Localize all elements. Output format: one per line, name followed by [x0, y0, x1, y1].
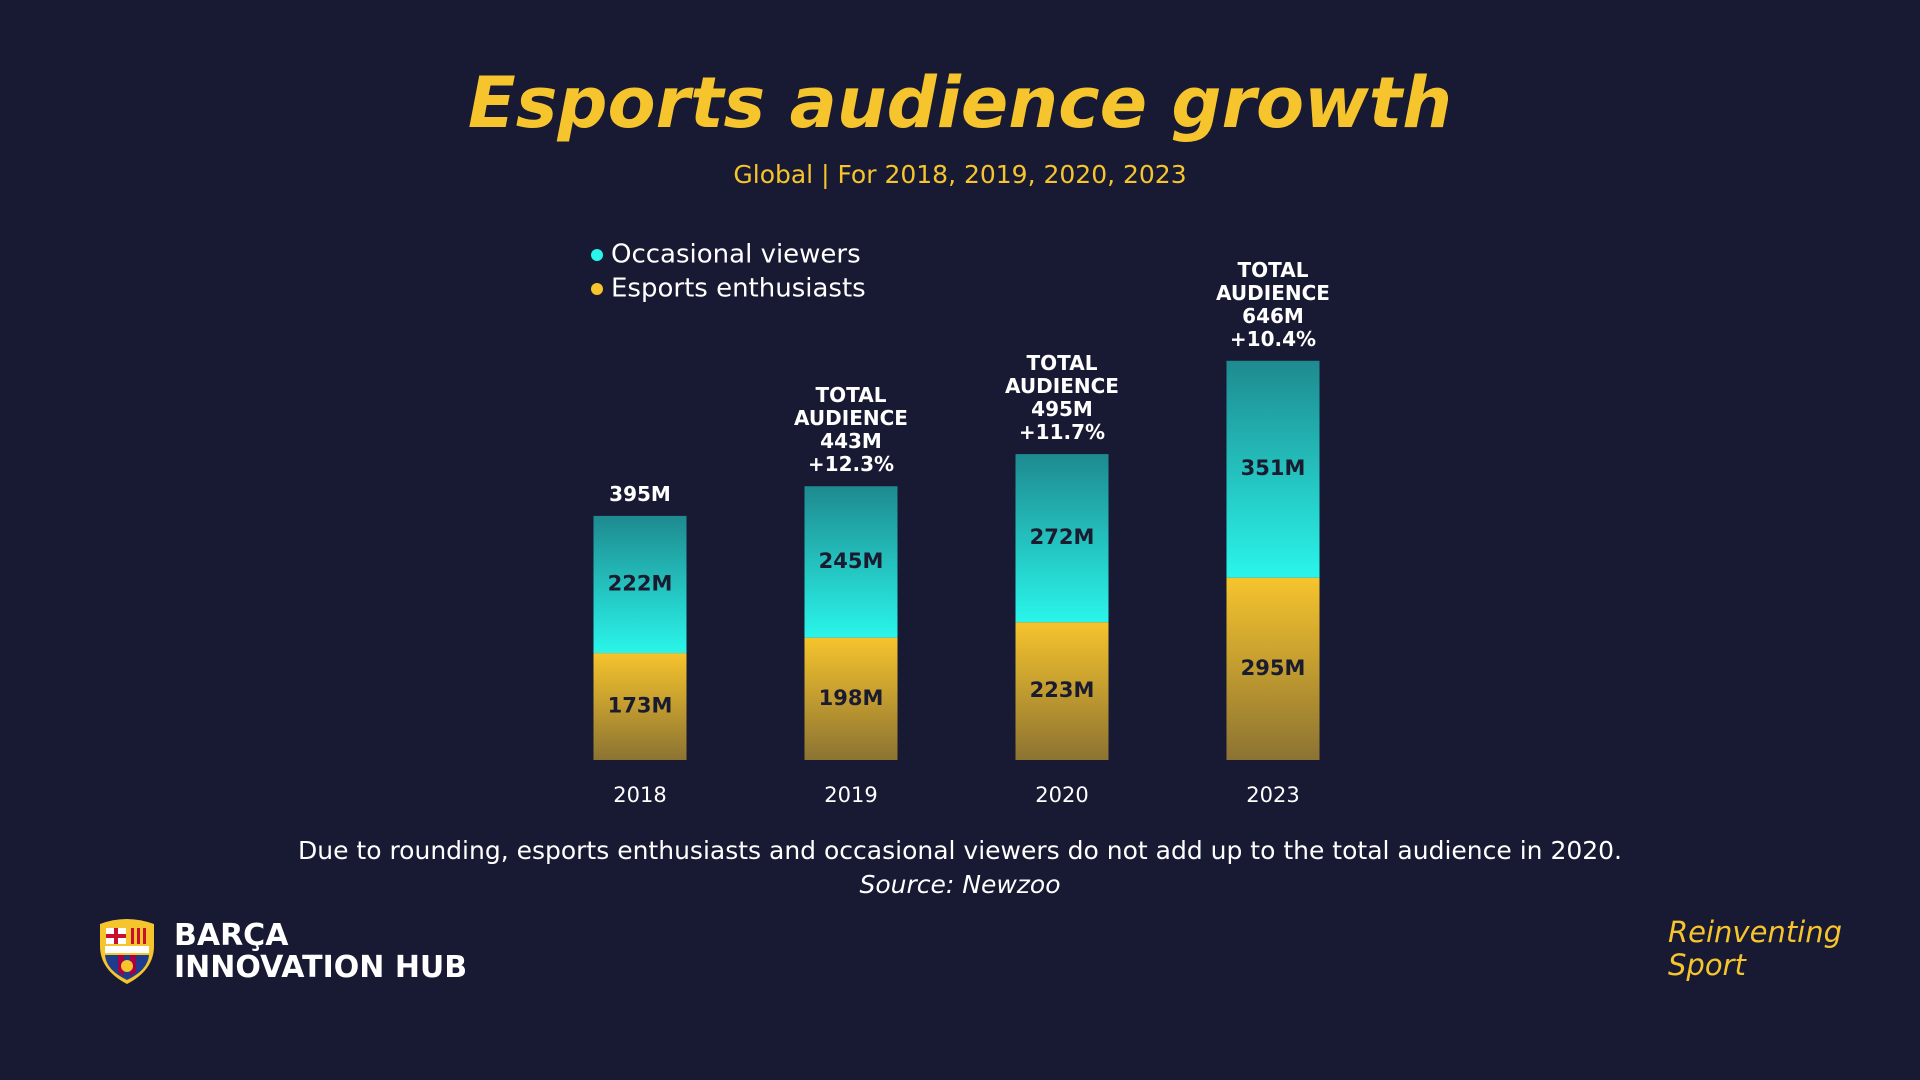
- value-label: 351M: [1241, 456, 1306, 480]
- total-value: 495M: [1031, 397, 1093, 422]
- source: Source: Newzoo: [859, 870, 1061, 899]
- legend-dot: [591, 283, 603, 295]
- total-value: 395M: [609, 481, 671, 506]
- value-label: 272M: [1030, 525, 1095, 549]
- growth-label: +12.3%: [807, 452, 895, 477]
- tagline-line: Reinventing: [1668, 915, 1843, 949]
- brand-line: INNOVATION HUB: [174, 950, 468, 985]
- growth-label: +10.4%: [1229, 326, 1317, 351]
- tagline-line: Sport: [1668, 948, 1746, 982]
- total-label: TOTAL AUDIENCE: [1216, 257, 1330, 305]
- legend-label: Esports enthusiasts: [611, 274, 866, 304]
- total-value: 646M: [1242, 303, 1304, 328]
- total-annotation: TOTAL AUDIENCE 646M +10.4%: [1203, 257, 1343, 351]
- value-label: 223M: [1030, 678, 1095, 702]
- total-value: 443M: [820, 429, 882, 454]
- value-label: 295M: [1241, 656, 1306, 680]
- bar-segment: [593, 653, 687, 760]
- x-tick-label: 2019: [824, 783, 877, 807]
- bar-segment: [1015, 454, 1109, 623]
- bar-segment: [804, 637, 898, 760]
- x-tick-label: 2023: [1246, 783, 1299, 807]
- crest: [100, 919, 154, 984]
- total-label: TOTAL AUDIENCE: [1005, 351, 1119, 399]
- bar-segment: [804, 486, 898, 638]
- value-label: 245M: [819, 549, 884, 573]
- legend-dot: [591, 249, 603, 261]
- value-label: 198M: [819, 686, 884, 710]
- note: Due to rounding, esports enthusiasts and…: [297, 836, 1623, 865]
- bar-segment: [1226, 360, 1320, 578]
- legend-label: Occasional viewers: [611, 240, 861, 270]
- brand-line: BARÇA: [174, 918, 289, 953]
- total-annotation: TOTAL AUDIENCE 495M +11.7%: [992, 352, 1132, 444]
- brand: BARÇA INNOVATION HUB: [174, 920, 467, 984]
- total-annotation: 395M: [570, 481, 710, 506]
- total-label: TOTAL AUDIENCE: [794, 383, 908, 431]
- x-tick-label: 2020: [1035, 783, 1088, 807]
- value-label: 222M: [608, 571, 673, 595]
- bar-segment: [1226, 577, 1320, 760]
- value-label: 173M: [608, 694, 673, 718]
- bar-segment: [1015, 622, 1109, 760]
- bar-segment: [593, 515, 687, 654]
- x-tick-label: 2018: [613, 783, 666, 807]
- chart-title: Esports audience growth: [467, 62, 1453, 144]
- tagline: Reinventing Sport: [1668, 916, 1842, 982]
- total-annotation: TOTAL AUDIENCE 443M +12.3%: [781, 384, 921, 476]
- chart-subtitle: Global | For 2018, 2019, 2020, 2023: [733, 160, 1187, 189]
- growth-label: +11.7%: [1018, 420, 1106, 445]
